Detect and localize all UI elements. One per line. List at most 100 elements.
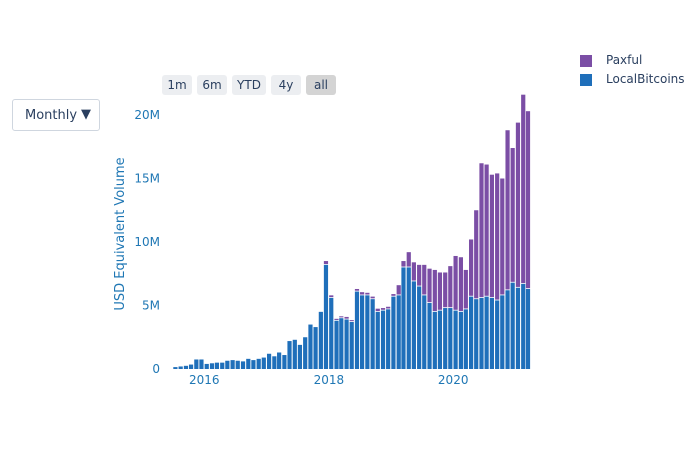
bar-localbitcoins-2017-11 (318, 311, 323, 369)
bar-paxful-2020-02 (458, 257, 463, 312)
bar-localbitcoins-2017-08 (303, 337, 308, 369)
bar-localbitcoins-2020-12 (510, 282, 515, 369)
bar-localbitcoins-2015-07 (173, 367, 178, 369)
bar-paxful-2020-03 (463, 269, 468, 309)
y-tick-label: 5M (142, 299, 160, 313)
bar-localbitcoins-2020-06 (479, 297, 484, 369)
bar-localbitcoins-2017-09 (308, 324, 313, 369)
range-button-4y[interactable]: 4y (271, 75, 301, 95)
bar-localbitcoins-2019-09 (432, 311, 437, 369)
bar-localbitcoins-2018-02 (334, 320, 339, 369)
bar-localbitcoins-2016-08 (240, 361, 246, 369)
bar-localbitcoins-2019-11 (443, 308, 448, 369)
bar-localbitcoins-2017-07 (297, 344, 303, 369)
y-tick-label: 20M (134, 108, 160, 122)
range-button-label: all (313, 78, 329, 92)
bar-paxful-2020-05 (474, 210, 479, 299)
bar-localbitcoins-2019-06 (417, 286, 422, 369)
bar-paxful-2018-01 (329, 295, 334, 298)
range-button-all[interactable]: all (306, 75, 336, 95)
bar-localbitcoins-2017-04 (282, 355, 287, 369)
bar-localbitcoins-2020-08 (489, 297, 494, 369)
bar-paxful-2019-12 (448, 266, 453, 308)
bar-paxful-2020-06 (479, 163, 484, 298)
bar-paxful-2021-02 (521, 94, 526, 284)
aggregation-dropdown-value: Monthly (25, 108, 78, 123)
bar-localbitcoins-2021-01 (515, 287, 521, 369)
y-tick-label: 15M (134, 172, 160, 186)
bar-localbitcoins-2020-03 (463, 309, 468, 369)
bar-paxful-2018-08 (365, 292, 370, 295)
y-axis-title: USD Equivalent Volume (113, 157, 128, 310)
bar-paxful-2019-03 (401, 261, 406, 267)
bar-paxful-2019-11 (443, 272, 448, 308)
bar-paxful-2019-07 (422, 264, 427, 295)
bar-localbitcoins-2020-10 (500, 295, 505, 369)
bar-localbitcoins-2018-11 (380, 310, 386, 369)
legend-swatch-localbitcoins (580, 74, 592, 86)
bar-paxful-2018-06 (354, 288, 360, 291)
bar-localbitcoins-2018-10 (375, 311, 380, 369)
bar-localbitcoins-2019-03 (401, 267, 406, 369)
aggregation-dropdown[interactable]: Monthly ▼ (12, 99, 100, 131)
bar-localbitcoins-2016-11 (256, 358, 261, 369)
bar-paxful-2018-12 (386, 306, 391, 309)
bar-localbitcoins-2018-06 (354, 291, 360, 369)
bar-paxful-2020-01 (453, 255, 458, 310)
bar-paxful-2020-11 (505, 130, 510, 290)
bars-group (173, 94, 531, 369)
bar-localbitcoins-2017-06 (292, 339, 297, 369)
bar-localbitcoins-2020-07 (484, 296, 489, 369)
bar-paxful-2020-12 (510, 148, 515, 282)
bar-localbitcoins-2018-09 (370, 299, 375, 369)
legend-label-localbitcoins: LocalBitcoins (606, 72, 685, 86)
bar-paxful-2018-09 (370, 296, 375, 299)
bar-localbitcoins-2015-09 (183, 365, 189, 369)
bar-paxful-2019-08 (427, 268, 432, 303)
bar-paxful-2019-04 (406, 252, 411, 267)
bar-localbitcoins-2016-06 (230, 360, 235, 369)
bar-localbitcoins-2021-02 (521, 283, 526, 369)
range-button-6m[interactable]: 6m (197, 75, 227, 95)
y-tick-label: 10M (134, 235, 160, 249)
bar-localbitcoins-2018-05 (349, 322, 354, 369)
bar-localbitcoins-2018-08 (365, 295, 370, 369)
range-button-label: YTD (237, 78, 261, 92)
range-button-1m[interactable]: 1m (162, 75, 192, 95)
bar-localbitcoins-2019-08 (427, 302, 432, 369)
bar-paxful-2018-10 (375, 308, 380, 312)
bar-paxful-2021-01 (515, 122, 521, 287)
bar-localbitcoins-2021-03 (525, 288, 531, 369)
bar-paxful-2018-02 (334, 318, 339, 320)
bar-localbitcoins-2018-01 (329, 297, 334, 369)
bar-localbitcoins-2017-05 (287, 341, 292, 369)
bar-paxful-2017-12 (323, 261, 329, 265)
bar-localbitcoins-2020-02 (458, 311, 463, 369)
bar-localbitcoins-2016-09 (246, 358, 251, 369)
bar-paxful-2019-10 (437, 272, 443, 310)
chevron-down-icon: ▼ (81, 107, 91, 122)
range-button-label: 1m (167, 78, 187, 92)
bar-localbitcoins-2020-05 (474, 299, 479, 369)
bar-localbitcoins-2015-12 (199, 359, 204, 369)
bar-localbitcoins-2016-10 (251, 360, 256, 369)
y-axis: 0 5M 10M 15M 20M (134, 108, 160, 376)
bar-localbitcoins-2018-03 (339, 318, 344, 369)
bar-paxful-2020-10 (500, 178, 505, 295)
bar-paxful-2019-05 (411, 262, 416, 281)
x-tick-label: 2018 (314, 373, 345, 387)
bar-paxful-2019-09 (432, 269, 437, 312)
bar-localbitcoins-2017-01 (266, 353, 272, 369)
range-button-ytd[interactable]: YTD (232, 75, 266, 95)
bar-localbitcoins-2015-11 (194, 359, 199, 369)
bar-localbitcoins-2020-11 (505, 290, 510, 369)
range-button-label: 6m (202, 78, 222, 92)
bar-localbitcoins-2016-01 (204, 363, 209, 369)
bar-localbitcoins-2016-12 (261, 357, 266, 369)
legend-label-paxful: Paxful (606, 53, 643, 67)
bar-localbitcoins-2016-05 (225, 360, 230, 369)
bar-localbitcoins-2016-04 (220, 362, 225, 369)
bar-paxful-2020-08 (489, 174, 494, 298)
bar-localbitcoins-2020-04 (469, 296, 474, 369)
